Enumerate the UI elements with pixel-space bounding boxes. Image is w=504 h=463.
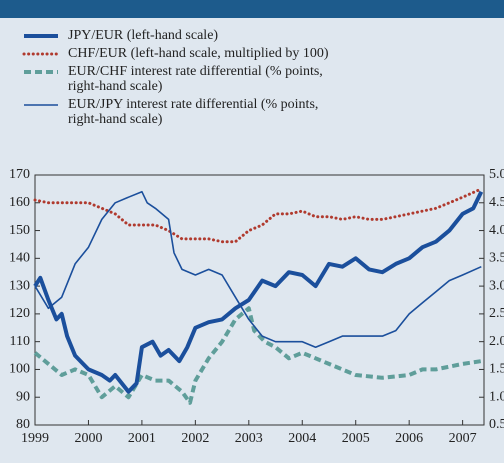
y-tick-label: 80 [16, 417, 30, 432]
legend: JPY/EUR (left-hand scale) CHF/EUR (left-h… [22, 28, 352, 130]
y2-tick-label: 2.5 [489, 306, 504, 321]
y2-tick-label: 0.5 [489, 417, 504, 432]
y2-tick-label: 1.5 [489, 362, 504, 377]
x-tick-label: 2001 [128, 431, 156, 446]
legend-label: EUR/JPY interest rate differential (% po… [68, 97, 319, 127]
legend-item: CHF/EUR (left-hand scale, multiplied by … [22, 46, 352, 61]
series-line [33, 306, 482, 405]
legend-swatch [22, 52, 60, 56]
series-line [33, 187, 483, 244]
plot-frame [34, 174, 485, 426]
y2-tick-label: 3.5 [489, 251, 504, 266]
y-tick-label: 150 [9, 223, 30, 238]
legend-swatch [24, 34, 58, 38]
y-tick-label: 90 [16, 389, 30, 404]
x-tick-label: 2006 [395, 431, 423, 446]
legend-item: JPY/EUR (left-hand scale) [22, 28, 352, 43]
series-line [34, 190, 482, 348]
series-line [33, 190, 484, 394]
y2-tick-label: 3.0 [489, 278, 504, 293]
x-tick-label: 1999 [21, 431, 49, 446]
y2-tick-label: 5.0 [489, 167, 504, 182]
y-tick-label: 110 [10, 334, 30, 349]
legend-label: EUR/CHF interest rate differential (% po… [68, 64, 323, 94]
legend-label: CHF/EUR (left-hand scale, multiplied by … [68, 46, 329, 61]
x-tick-label: 2000 [74, 431, 102, 446]
y2-tick-label: 4.5 [489, 195, 504, 210]
x-tick-label: 2007 [449, 431, 477, 446]
y2-tick-label: 2.0 [489, 334, 504, 349]
y-tick-label: 140 [9, 251, 30, 266]
y-tick-label: 130 [9, 278, 30, 293]
y-tick-label: 100 [9, 362, 30, 377]
x-tick-label: 2003 [235, 431, 263, 446]
y2-tick-label: 4.0 [489, 223, 504, 238]
y-tick-label: 160 [9, 195, 30, 210]
x-tick-label: 2005 [342, 431, 370, 446]
legend-item: EUR/CHF interest rate differential (% po… [22, 64, 352, 94]
legend-label: JPY/EUR (left-hand scale) [68, 28, 219, 43]
y-tick-label: 170 [9, 167, 30, 182]
header-bar [0, 0, 504, 18]
legend-swatch [24, 70, 58, 74]
x-tick-label: 2004 [288, 431, 316, 446]
legend-swatch [24, 104, 58, 106]
y2-tick-label: 1.0 [489, 389, 504, 404]
x-tick-label: 2002 [181, 431, 209, 446]
legend-item: EUR/JPY interest rate differential (% po… [22, 97, 352, 127]
y-tick-label: 120 [9, 306, 30, 321]
